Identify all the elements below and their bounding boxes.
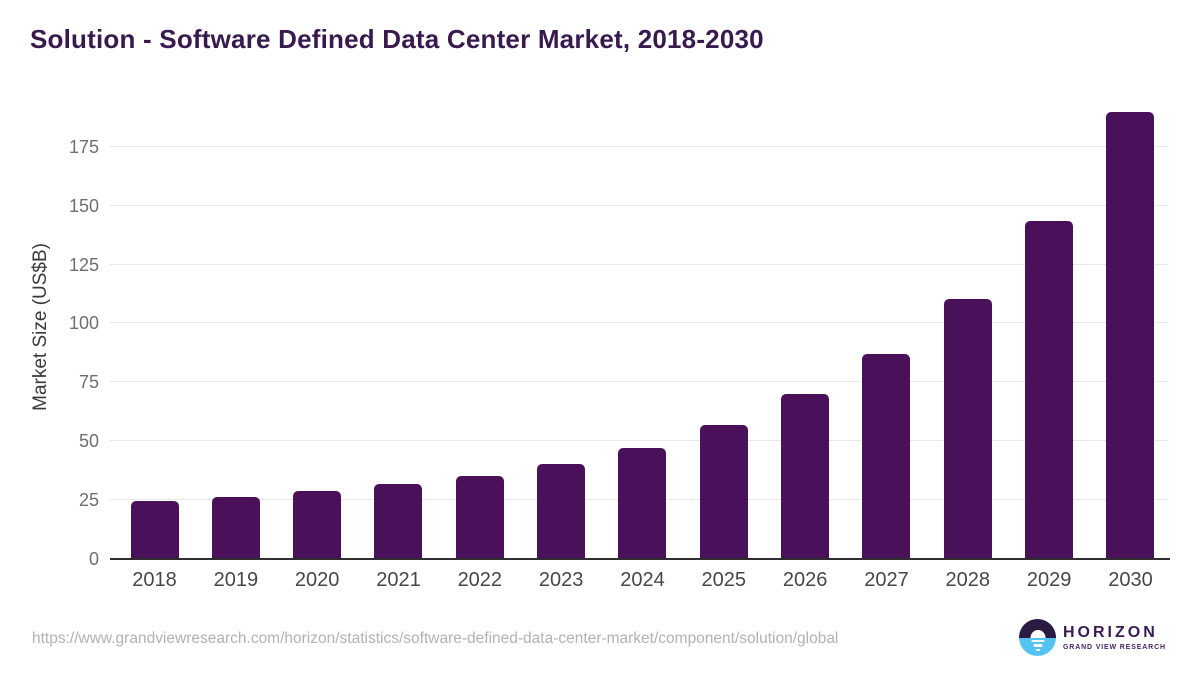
- x-tick-label-2021: 2021: [376, 569, 421, 591]
- bar-2023: [537, 463, 586, 559]
- gridline-150: [110, 204, 1168, 206]
- x-tick-label-2028: 2028: [945, 569, 991, 591]
- y-tick-label-175: 175: [68, 136, 99, 157]
- logo-sky-half: [1019, 619, 1056, 638]
- bar-2030: [1106, 111, 1155, 559]
- bar-2018: [130, 501, 179, 559]
- bar-2026: [781, 394, 830, 559]
- bar-2020: [293, 491, 342, 559]
- horizon-logo: HORIZON GRAND VIEW RESEARCH: [1019, 619, 1166, 656]
- x-tick-label-2025: 2025: [701, 569, 747, 591]
- logo-reflection-dash: [1033, 644, 1042, 647]
- x-tick-label-2024: 2024: [620, 569, 665, 591]
- x-tick-label-2030: 2030: [1108, 569, 1153, 591]
- gridline-125: [110, 263, 1168, 265]
- page-title: Solution - Software Defined Data Center …: [30, 24, 764, 54]
- logo-subtitle: GRAND VIEW RESEARCH: [1063, 643, 1166, 651]
- logo-sun-hole: [1030, 630, 1045, 638]
- source-url-text: https://www.grandviewresearch.com/horizo…: [32, 630, 839, 647]
- y-tick-label-25: 25: [78, 490, 99, 511]
- logo-sea-half: [1019, 637, 1056, 656]
- x-axis-labels: 2018 2019 2020 2021 2022 2023 2024 2025 2026 2027…: [110, 569, 1168, 597]
- logo-reflection-dash: [1031, 639, 1044, 642]
- gridline-50: [110, 440, 1168, 442]
- bar-2022: [455, 475, 504, 559]
- x-tick-label-2029: 2029: [1026, 569, 1072, 591]
- x-axis-line: [110, 558, 1170, 560]
- y-axis-ticks: 0 25 50 75 100 125 150 175: [30, 95, 99, 568]
- y-tick-label-0: 0: [88, 549, 99, 569]
- logo-title: HORIZON: [1063, 624, 1158, 642]
- plot-area: [110, 95, 1170, 560]
- x-tick-label-2020: 2020: [294, 569, 340, 591]
- y-tick-label-50: 50: [78, 431, 99, 452]
- horizon-sunset-icon: [1019, 619, 1056, 656]
- x-tick-label-2023: 2023: [538, 569, 584, 591]
- gridline-100: [110, 322, 1168, 324]
- bar-2029: [1025, 221, 1074, 559]
- y-tick-label-125: 125: [68, 254, 99, 275]
- bar-2021: [374, 484, 423, 559]
- x-tick-label-2022: 2022: [457, 569, 503, 591]
- logo-text-block: HORIZON GRAND VIEW RESEARCH: [1063, 624, 1166, 651]
- x-tick-label-2027: 2027: [864, 569, 909, 591]
- bar-2019: [211, 496, 260, 559]
- y-tick-label-75: 75: [78, 372, 99, 393]
- bar-2028: [943, 299, 992, 559]
- x-tick-label-2019: 2019: [213, 569, 259, 591]
- y-tick-label-150: 150: [68, 195, 99, 216]
- gridline-175: [110, 145, 1168, 147]
- x-tick-label-2026: 2026: [782, 569, 828, 591]
- gridline-75: [110, 381, 1168, 383]
- bar-2024: [618, 448, 667, 559]
- x-tick-label-2018: 2018: [132, 569, 177, 591]
- bar-2027: [862, 354, 911, 559]
- logo-reflection-dash: [1035, 648, 1040, 651]
- y-tick-label-100: 100: [68, 313, 99, 334]
- bar-2025: [699, 424, 748, 559]
